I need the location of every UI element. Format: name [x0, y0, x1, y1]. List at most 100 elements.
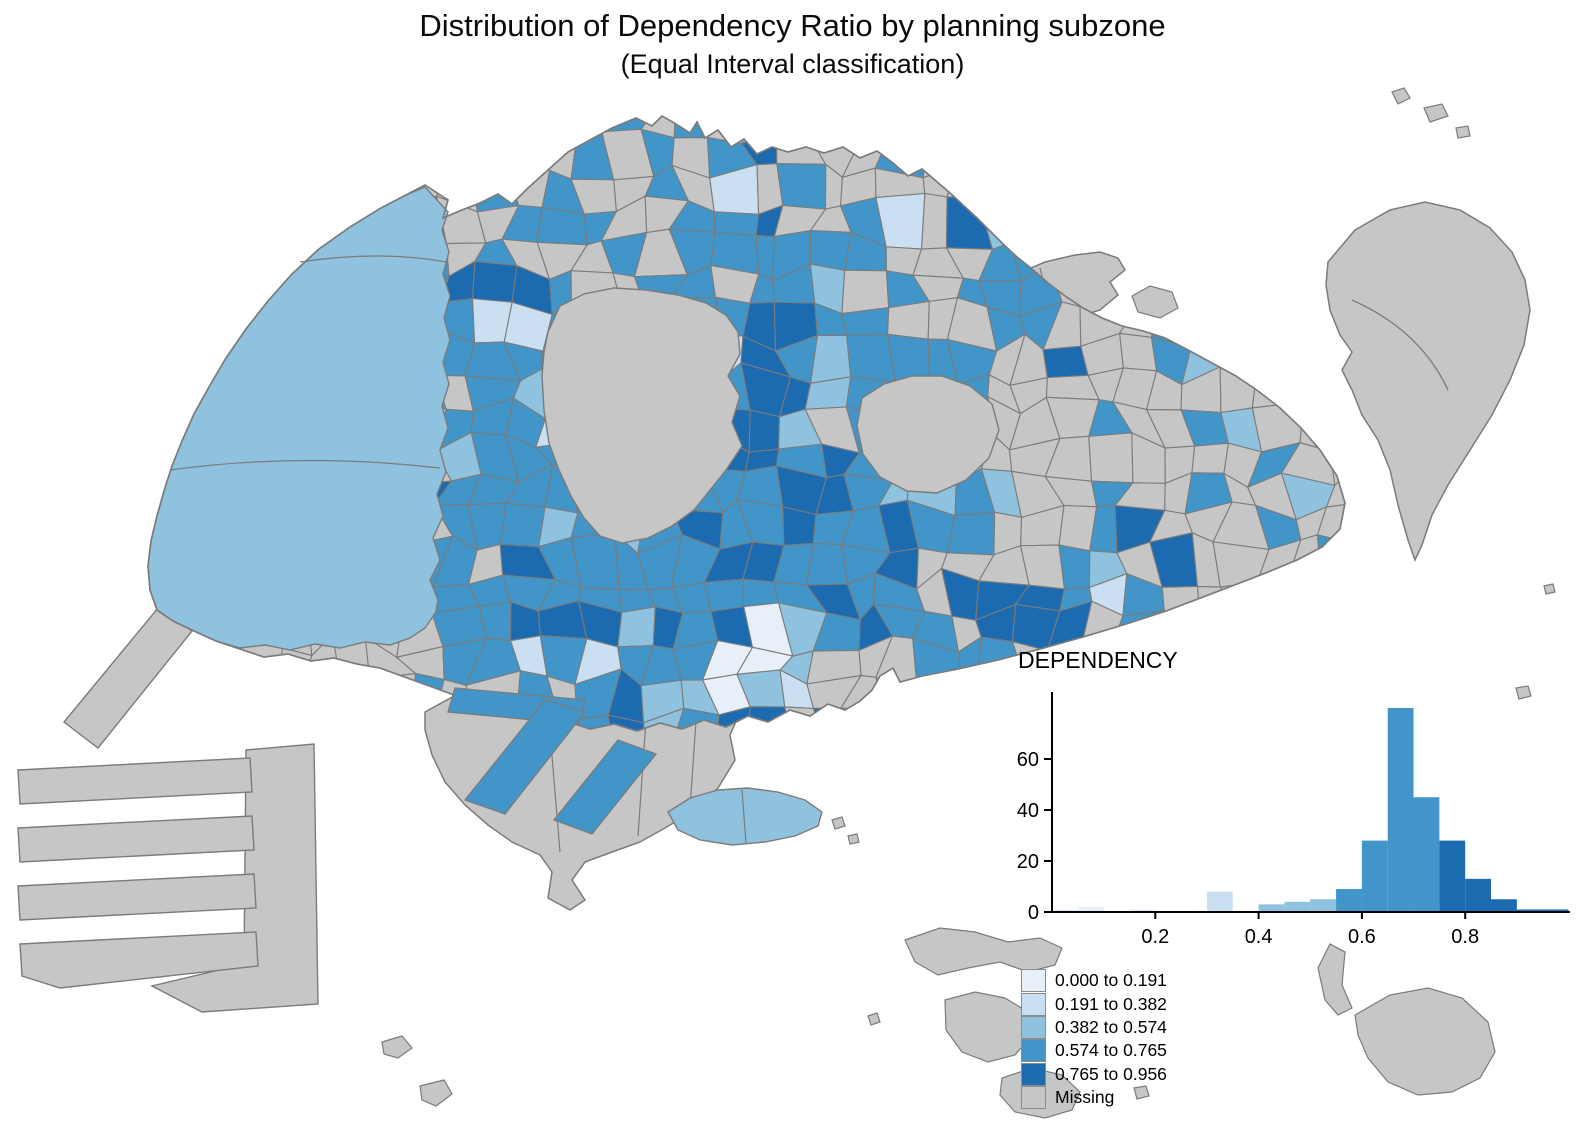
- subzone-polygon: [372, 116, 411, 136]
- tuas-pier-polygon: [17, 815, 255, 863]
- subzone-polygon: [194, 211, 232, 240]
- y-tick-label: 20: [1017, 851, 1039, 873]
- subzone-polygon: [1326, 177, 1345, 209]
- harbour-piers: [447, 687, 658, 835]
- subzone-polygon: [1080, 116, 1122, 149]
- subzone-polygon: [192, 262, 239, 315]
- subzone-polygon: [1045, 139, 1097, 174]
- subzone-polygon: [1144, 130, 1198, 177]
- subzone-polygon: [91, 397, 143, 453]
- subzone-polygon: [296, 709, 349, 731]
- island-tekong-boundary: [1351, 299, 1449, 391]
- subzone-polygon: [197, 116, 245, 144]
- subzone-polygon: [471, 260, 518, 303]
- subzone-polygon: [148, 164, 165, 212]
- subzone-polygon: [1295, 266, 1332, 315]
- subzone-polygon: [148, 346, 168, 386]
- subzone-polygon: [773, 748, 826, 779]
- subzone-polygon: [886, 333, 930, 383]
- subzone-polygon: [952, 738, 988, 782]
- subzone-polygon: [883, 116, 928, 138]
- subzone-polygon: [1320, 136, 1345, 179]
- subzone-polygon: [1351, 136, 1403, 178]
- subzone-polygon: [1196, 585, 1236, 617]
- subzone-polygon: [148, 267, 177, 309]
- subzone-polygon: [99, 262, 140, 307]
- subzone-polygon: [1088, 432, 1134, 484]
- subzone-polygon: [533, 116, 586, 146]
- y-tick-label: 0: [1028, 902, 1039, 924]
- subzone-polygon: [500, 116, 541, 146]
- subzone-polygon: [1280, 116, 1322, 147]
- subzone-polygon: [748, 409, 781, 453]
- histogram-bar: [1516, 909, 1543, 912]
- legend-swatch: [1021, 1086, 1046, 1110]
- subzone-polygon: [1112, 159, 1168, 214]
- subzone-polygon: [1191, 442, 1230, 474]
- subzone-polygon: [1260, 275, 1305, 301]
- subzone-polygon: [1219, 366, 1258, 414]
- island-tekong: [1325, 201, 1531, 562]
- subzone-polygon: [1111, 205, 1169, 250]
- histogram-bar: [1052, 909, 1078, 912]
- tuas-pier-polygon: [17, 757, 253, 805]
- histogram-bar: [1542, 909, 1569, 912]
- subzone-polygon: [431, 116, 486, 149]
- tuas-pier-polygon: [17, 873, 257, 921]
- subzone-polygon: [1232, 191, 1260, 235]
- subzone-polygon: [1317, 398, 1345, 452]
- subzone-polygon: [1317, 116, 1345, 141]
- subzone-polygon: [468, 126, 510, 162]
- subzone-polygon: [377, 786, 414, 811]
- subzone-polygon: [576, 116, 609, 135]
- subzone-polygon: [1252, 191, 1290, 249]
- subzone-polygon: [1320, 568, 1345, 605]
- subzone-polygon: [331, 678, 380, 712]
- subzone-polygon: [1058, 544, 1091, 590]
- legend-label: Missing: [1055, 1087, 1115, 1108]
- region-central-catchment: [541, 287, 743, 544]
- subzone-polygon: [1119, 332, 1158, 372]
- subzone-polygon: [227, 227, 277, 283]
- subzone-polygon: [331, 708, 380, 731]
- subzone-polygon: [1299, 328, 1329, 383]
- subzone-polygon: [98, 193, 146, 250]
- subzone-polygon: [1144, 158, 1198, 210]
- subzone-polygon: [1181, 168, 1234, 215]
- subzone-polygon: [164, 339, 214, 386]
- subzone-polygon: [922, 164, 957, 198]
- subzone-polygon: [921, 712, 956, 731]
- legend-row: 0.000 to 0.191: [1021, 969, 1167, 993]
- subzone-polygon: [343, 130, 382, 174]
- subzone-polygon: [887, 300, 930, 340]
- subzone-polygon: [1020, 116, 1051, 142]
- histogram-bar: [1336, 889, 1362, 912]
- subzone-polygon: [1044, 168, 1097, 215]
- y-tick-label: 60: [1017, 749, 1039, 771]
- subzone-polygon: [277, 647, 313, 687]
- subzone-polygon: [202, 683, 244, 727]
- subzone-polygon: [1042, 345, 1089, 379]
- subzone-polygon: [465, 116, 510, 149]
- subzone-polygon: [148, 138, 165, 183]
- region-western-boundaries: [169, 255, 447, 471]
- subzone-polygon: [430, 141, 486, 162]
- subzone-polygon: [809, 334, 852, 384]
- subzone-polygon: [1092, 131, 1116, 180]
- subzone-polygon: [1214, 116, 1252, 147]
- subzone-polygon: [148, 191, 164, 249]
- subzone-polygon: [104, 230, 135, 276]
- subzone-polygon: [194, 166, 232, 214]
- subzone-polygon: [1361, 161, 1404, 207]
- subzone-polygon: [1091, 167, 1125, 215]
- subzone-polygon: [92, 574, 135, 611]
- small-island: [1354, 987, 1496, 1096]
- subzone-polygon: [874, 741, 922, 782]
- subzone-polygon: [158, 681, 204, 726]
- subzone-polygon: [1250, 144, 1294, 169]
- subzone-polygon: [1181, 208, 1236, 237]
- subzone-polygon: [1181, 116, 1225, 139]
- subzone-polygon: [945, 196, 994, 250]
- subzone-polygon: [1279, 191, 1328, 248]
- subzone-polygon: [920, 738, 955, 782]
